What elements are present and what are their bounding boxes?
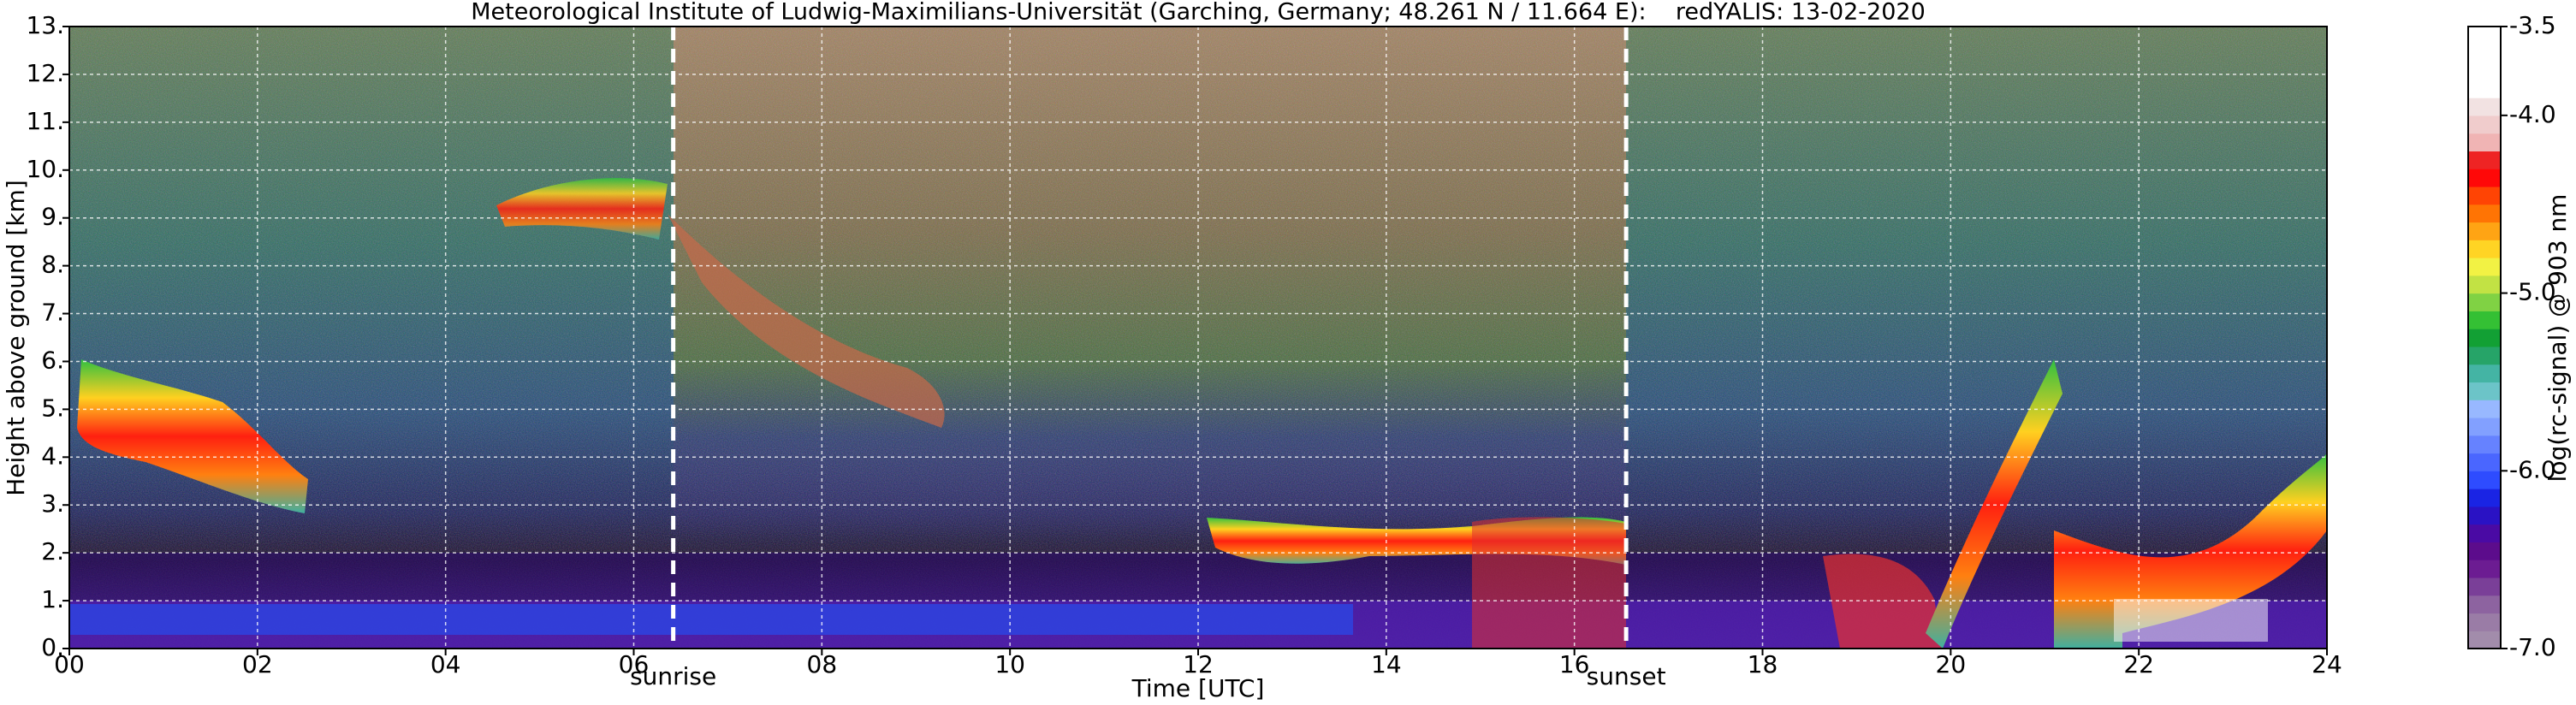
y-tick-label: 6.	[41, 346, 64, 374]
colorbar-band	[2468, 204, 2501, 223]
colorbar-tick-label: -4.0	[2509, 100, 2556, 128]
colorbar-band	[2468, 346, 2501, 365]
colorbar-band	[2468, 311, 2501, 329]
x-tick-label: 14	[1371, 650, 1402, 678]
cloud	[1823, 554, 1943, 649]
colorbar-band	[2468, 542, 2501, 560]
cloud	[496, 178, 668, 240]
colorbar-band	[2468, 400, 2501, 418]
cloud	[77, 359, 308, 513]
colorbar-tick-label: -7.0	[2509, 633, 2556, 661]
annotation-label: sunset	[1587, 662, 1666, 690]
colorbar-band	[2468, 435, 2501, 454]
colorbar-band	[2468, 186, 2501, 205]
cloud	[1926, 359, 2063, 649]
colorbar-band	[2468, 98, 2501, 116]
x-tick-label: 20	[1936, 650, 1967, 678]
y-tick-label: 8.	[41, 251, 64, 279]
x-tick-label: 12	[1183, 650, 1214, 678]
annotation-label: sunrise	[630, 662, 716, 690]
x-tick-label: 24	[2312, 650, 2342, 678]
colorbar-band	[2468, 417, 2501, 436]
colorbar-band	[2468, 613, 2501, 631]
colorbar-tick-label: -3.5	[2509, 11, 2556, 39]
colorbar-band	[2468, 275, 2501, 294]
colorbar-band	[2468, 62, 2501, 80]
colorbar-band	[2468, 293, 2501, 311]
y-tick-label: 2.	[41, 537, 64, 566]
colorbar-band	[2468, 471, 2501, 489]
x-axis-label: Time [UTC]	[1131, 674, 1265, 702]
y-tick-label: 7.	[41, 299, 64, 327]
colorbar-band	[2468, 631, 2501, 649]
colorbar-band	[2468, 595, 2501, 614]
x-tick-label: 02	[242, 650, 273, 678]
boundary-layer-core	[69, 604, 1353, 635]
colorbar-band	[2468, 44, 2501, 63]
x-tick-label: 04	[430, 650, 461, 678]
colorbar-tick-label: -6.0	[2509, 455, 2556, 483]
colorbar-band	[2468, 151, 2501, 169]
colorbar-label: log(rc-signal) @ 903 nm	[2543, 194, 2572, 483]
x-tick-label: 10	[994, 650, 1025, 678]
colorbar-band	[2468, 258, 2501, 276]
colorbar-band	[2468, 27, 2501, 45]
cloud	[1472, 517, 1626, 649]
x-tick-label: 08	[807, 650, 838, 678]
colorbar-band	[2468, 524, 2501, 542]
y-tick-label: 13.	[26, 11, 64, 39]
colorbar-band	[2468, 222, 2501, 240]
x-tick-label: 06	[619, 650, 650, 678]
colorbar-band	[2468, 560, 2501, 578]
x-tick-label: 22	[2123, 650, 2154, 678]
y-tick-label: 0.	[41, 633, 64, 661]
x-tick-label: 16	[1559, 650, 1590, 678]
colorbar-band	[2468, 115, 2501, 134]
colorbar-band	[2468, 577, 2501, 596]
colorbar-band	[2468, 453, 2501, 471]
colorbar-band	[2468, 329, 2501, 347]
colorbar-band	[2468, 489, 2501, 507]
chart-title: Meteorological Institute of Ludwig-Maxim…	[471, 0, 1926, 26]
colorbar-band	[2468, 240, 2501, 258]
plot-frame	[68, 26, 2328, 649]
x-tick-label: 00	[54, 650, 85, 678]
y-tick-label: 10.	[26, 155, 64, 183]
cloud-core	[2114, 599, 2268, 642]
colorbar-band	[2468, 506, 2501, 525]
y-tick-label: 1.	[41, 585, 64, 613]
colorbar-band	[2468, 364, 2501, 383]
y-tick-label: 9.	[41, 203, 64, 231]
x-tick-label: 18	[1748, 650, 1778, 678]
colorbar-frame	[2467, 26, 2502, 649]
colorbar-tick-label: -5.0	[2509, 278, 2556, 306]
y-tick-label: 11.	[26, 107, 64, 135]
y-tick-label: 3.	[41, 489, 64, 518]
y-tick-label: 5.	[41, 394, 64, 422]
colorbar-band	[2468, 133, 2501, 151]
colorbar-band	[2468, 169, 2501, 187]
y-tick-label: 12.	[26, 59, 64, 87]
y-tick-label: 4.	[41, 441, 64, 470]
cloud	[668, 214, 945, 428]
colorbar-band	[2468, 382, 2501, 400]
colorbar-band	[2468, 80, 2501, 98]
y-axis-label: Height above ground [km]	[2, 180, 30, 496]
